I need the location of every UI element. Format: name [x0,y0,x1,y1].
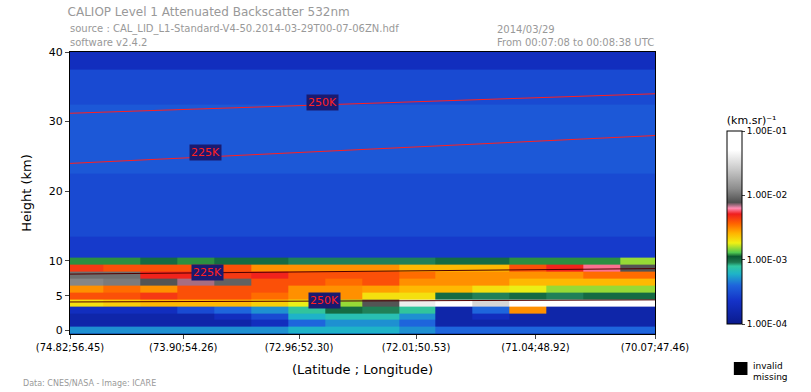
svg-text:invalid: invalid [753,361,783,371]
svg-text:software v2.4.2: software v2.4.2 [70,37,148,48]
svg-text:225K: 225K [193,266,222,279]
svg-text:250K: 250K [308,96,337,109]
svg-text:Data: CNES/NASA - Image: ICARE: Data: CNES/NASA - Image: ICARE [23,379,156,388]
svg-text:1.00E-03: 1.00E-03 [747,255,787,265]
svg-text:40: 40 [49,46,63,59]
svg-text:225K: 225K [191,146,220,159]
svg-text:1.00E-02: 1.00E-02 [747,190,787,200]
svg-text:(72.01;50.53): (72.01;50.53) [382,342,451,353]
svg-text:source : CAL_LID_L1-Standard-V: source : CAL_LID_L1-Standard-V4-50.2014-… [70,23,399,35]
svg-text:(km.sr)⁻¹: (km.sr)⁻¹ [727,114,777,127]
svg-text:1.00E-04: 1.00E-04 [747,319,788,329]
svg-text:(74.82;56.45): (74.82;56.45) [36,342,105,353]
svg-text:1.00E-01: 1.00E-01 [747,126,787,136]
svg-text:(71.04;48.92): (71.04;48.92) [501,342,570,353]
svg-text:10: 10 [49,255,63,268]
svg-text:Height (km): Height (km) [19,154,34,231]
svg-text:20: 20 [49,185,63,198]
svg-text:2014/03/29: 2014/03/29 [497,24,555,35]
svg-text:(72.96;52.30): (72.96;52.30) [265,342,334,353]
svg-text:5: 5 [56,290,63,303]
svg-text:30: 30 [49,115,63,128]
svg-text:CALIOP Level 1 Attenuated Back: CALIOP Level 1 Attenuated Backscatter 53… [68,5,350,19]
svg-text:250K: 250K [310,294,339,307]
svg-text:From 00:07:08 to 00:08:38 UTC: From 00:07:08 to 00:08:38 UTC [497,37,654,48]
svg-text:(73.90;54.26): (73.90;54.26) [149,342,218,353]
svg-text:(70.07;47.46): (70.07;47.46) [621,342,690,353]
svg-text:0: 0 [56,324,63,337]
svg-text:(Latitude ; Longitude): (Latitude ; Longitude) [292,362,433,377]
svg-text:missing: missing [753,372,788,382]
